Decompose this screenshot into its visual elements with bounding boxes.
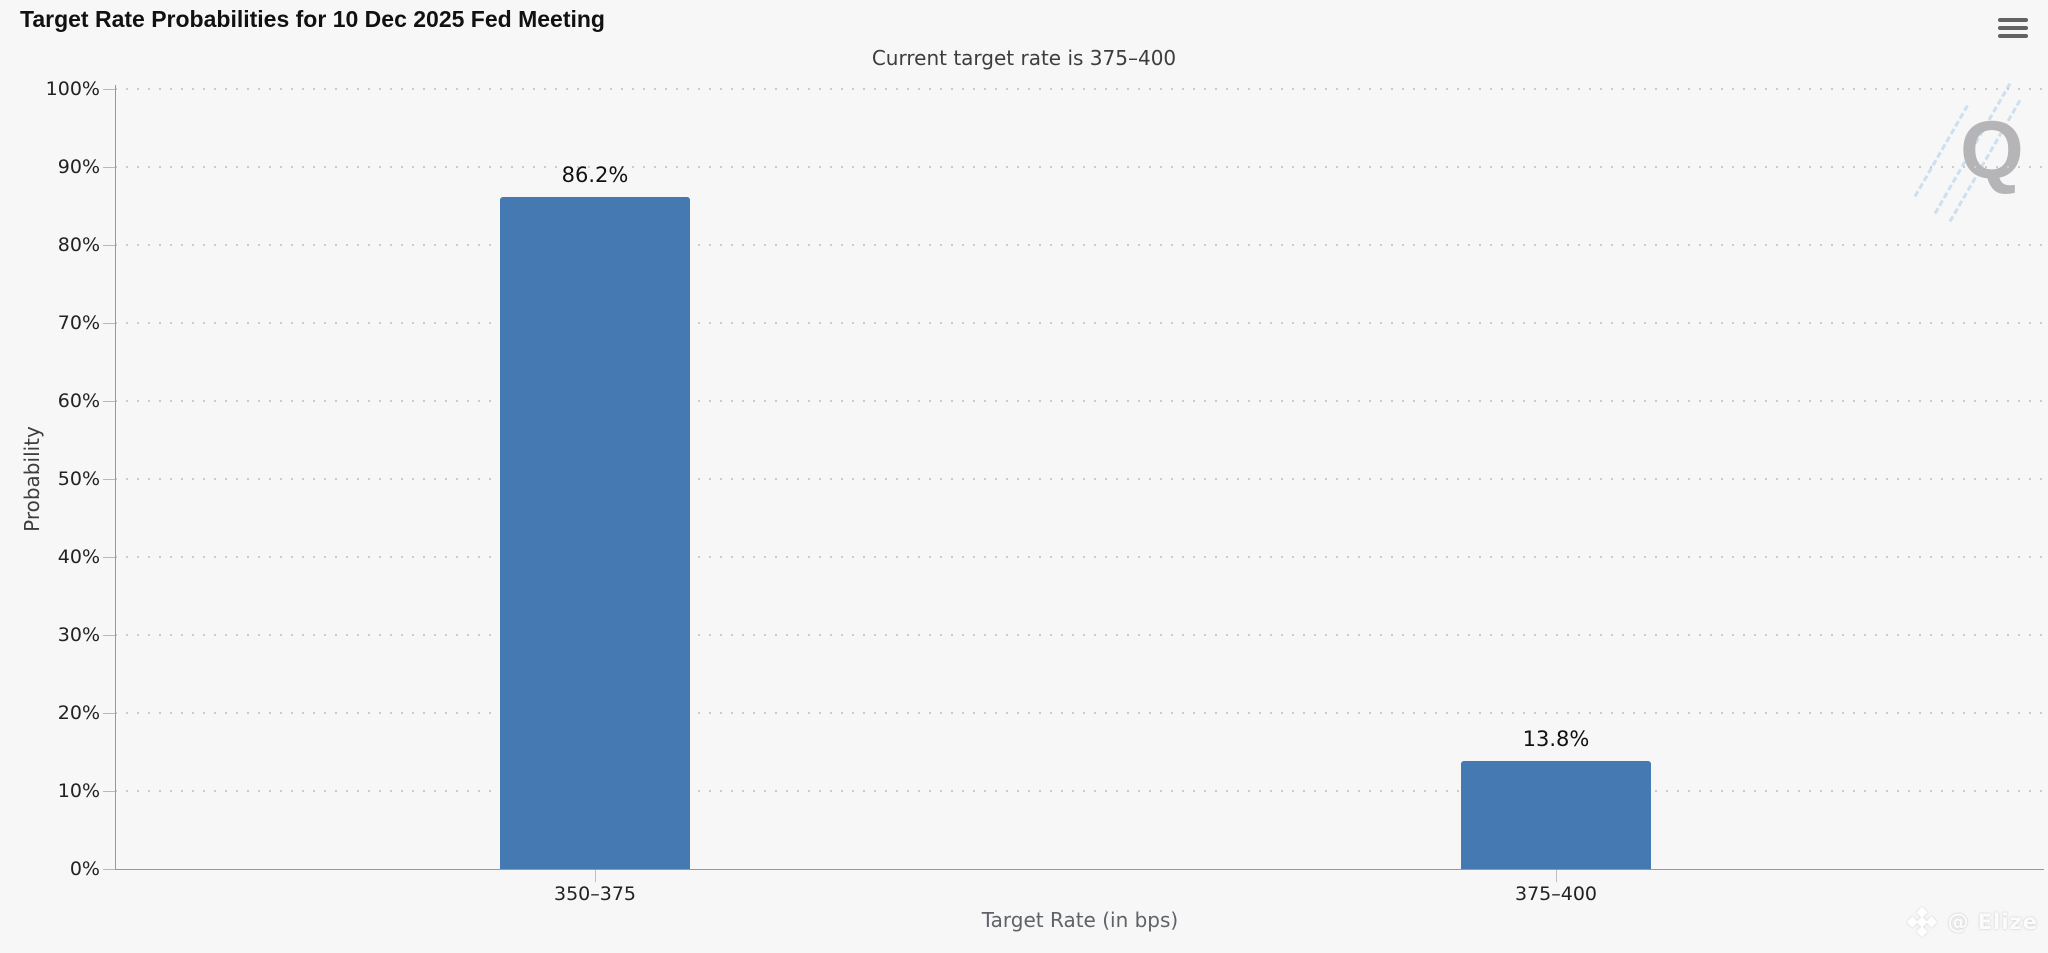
y-axis-tick-label: 80% xyxy=(57,234,100,256)
y-axis-tick-label: 50% xyxy=(57,468,100,490)
y-axis-tick xyxy=(103,557,115,558)
y-gridline xyxy=(115,712,2044,714)
x-axis-line xyxy=(115,869,2044,870)
x-axis-title: Target Rate (in bps) xyxy=(981,908,1179,932)
y-axis-tick xyxy=(103,245,115,246)
y-gridline xyxy=(115,556,2044,558)
y-axis-tick-label: 100% xyxy=(45,78,100,100)
hamburger-icon xyxy=(1998,18,2028,22)
y-axis-tick-label: 20% xyxy=(57,702,100,724)
bar-350-375[interactable] xyxy=(500,197,690,869)
y-axis-tick-label: 0% xyxy=(69,858,100,880)
y-axis-tick xyxy=(103,401,115,402)
y-axis-tick-label: 70% xyxy=(57,312,100,334)
bar-375-400[interactable] xyxy=(1461,761,1651,869)
y-axis-tick-label: 40% xyxy=(57,546,100,568)
y-axis-tick xyxy=(103,713,115,714)
y-axis-tick-label: 90% xyxy=(57,156,100,178)
y-axis-tick xyxy=(103,869,115,870)
y-gridline xyxy=(115,166,2044,168)
chart-subtitle: Current target rate is 375–400 xyxy=(871,46,1177,70)
chart-title: Target Rate Probabilities for 10 Dec 202… xyxy=(20,6,605,32)
y-gridline xyxy=(115,478,2044,480)
x-axis-category-label: 350–375 xyxy=(553,883,637,905)
y-axis-tick xyxy=(103,167,115,168)
y-gridline xyxy=(115,244,2044,246)
y-gridline xyxy=(115,790,2044,792)
y-gridline xyxy=(115,400,2044,402)
hamburger-icon xyxy=(1998,34,2028,38)
y-axis-tick-label: 10% xyxy=(57,780,100,802)
y-gridline xyxy=(115,634,2044,636)
x-axis-tick xyxy=(1556,870,1557,882)
y-axis-tick xyxy=(103,89,115,90)
y-axis-tick-label: 60% xyxy=(57,390,100,412)
y-axis-tick xyxy=(103,479,115,480)
hamburger-icon xyxy=(1998,26,2028,30)
y-axis-tick xyxy=(103,323,115,324)
y-gridline xyxy=(115,88,2044,90)
y-axis-tick-label: 30% xyxy=(57,624,100,646)
y-axis-tick xyxy=(103,791,115,792)
y-axis-tick xyxy=(103,635,115,636)
bar-value-label: 13.8% xyxy=(1522,727,1590,751)
x-axis-tick xyxy=(595,870,596,882)
y-gridline xyxy=(115,322,2044,324)
bar-value-label: 86.2% xyxy=(561,163,629,187)
x-axis-category-label: 375–400 xyxy=(1514,883,1598,905)
y-axis-line xyxy=(115,85,116,869)
hamburger-menu-button[interactable] xyxy=(1998,14,2032,42)
